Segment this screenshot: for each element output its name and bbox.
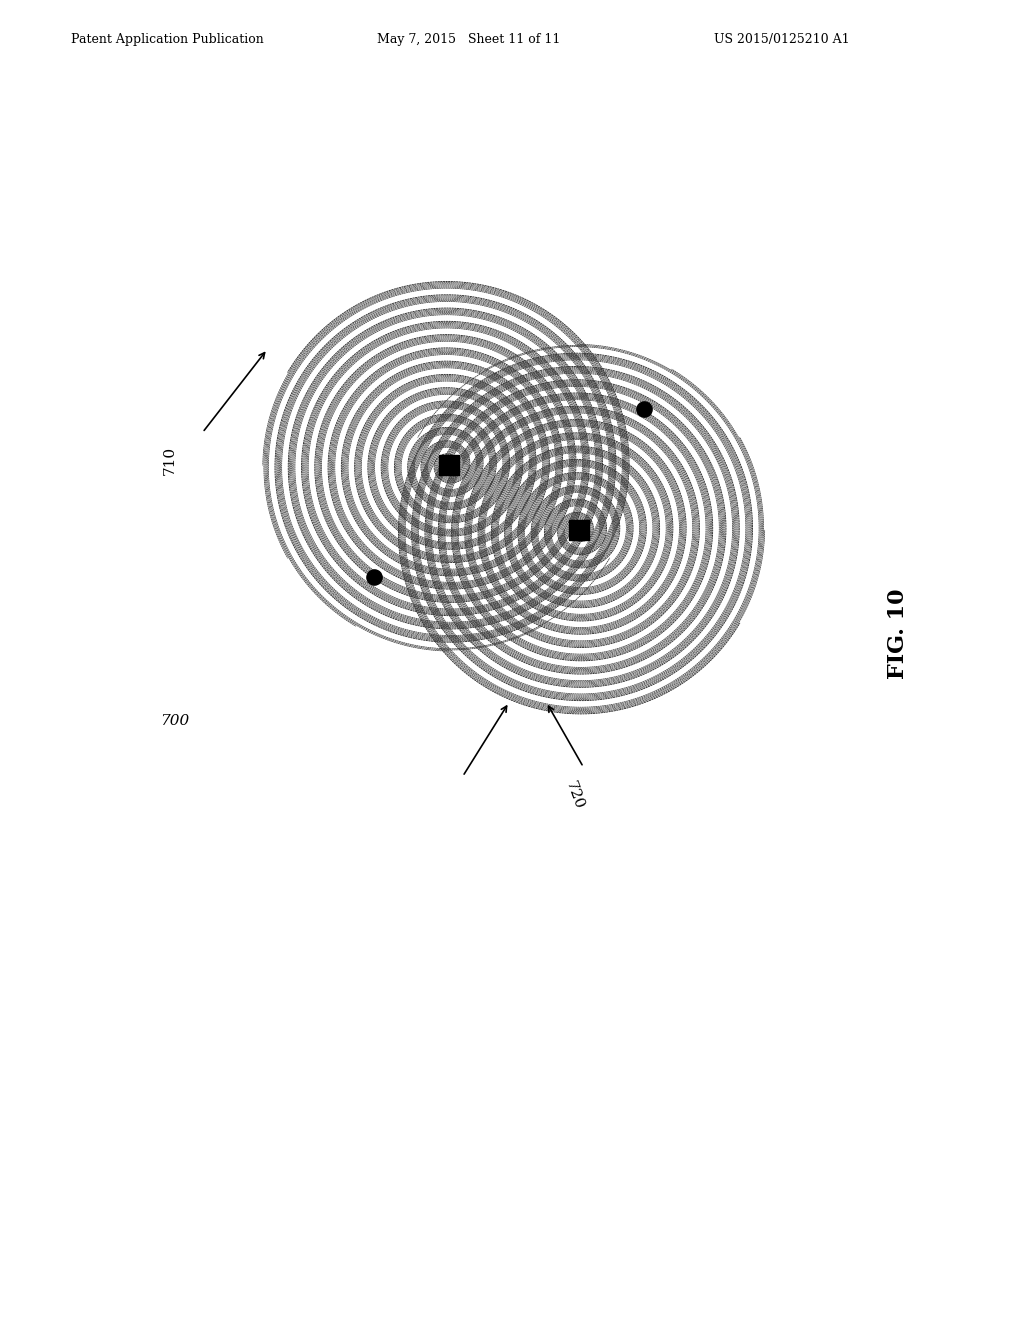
Text: FIG. 10: FIG. 10: [886, 589, 908, 678]
Text: Patent Application Publication: Patent Application Publication: [71, 33, 264, 46]
Text: 720: 720: [562, 779, 585, 812]
Text: 710: 710: [163, 446, 176, 475]
Point: [570, 520, 586, 541]
Point: [366, 566, 382, 587]
Point: [635, 399, 651, 420]
Text: May 7, 2015   Sheet 11 of 11: May 7, 2015 Sheet 11 of 11: [377, 33, 560, 46]
Point: [440, 454, 457, 475]
Text: 700: 700: [160, 714, 189, 727]
Text: US 2015/0125210 A1: US 2015/0125210 A1: [713, 33, 849, 46]
